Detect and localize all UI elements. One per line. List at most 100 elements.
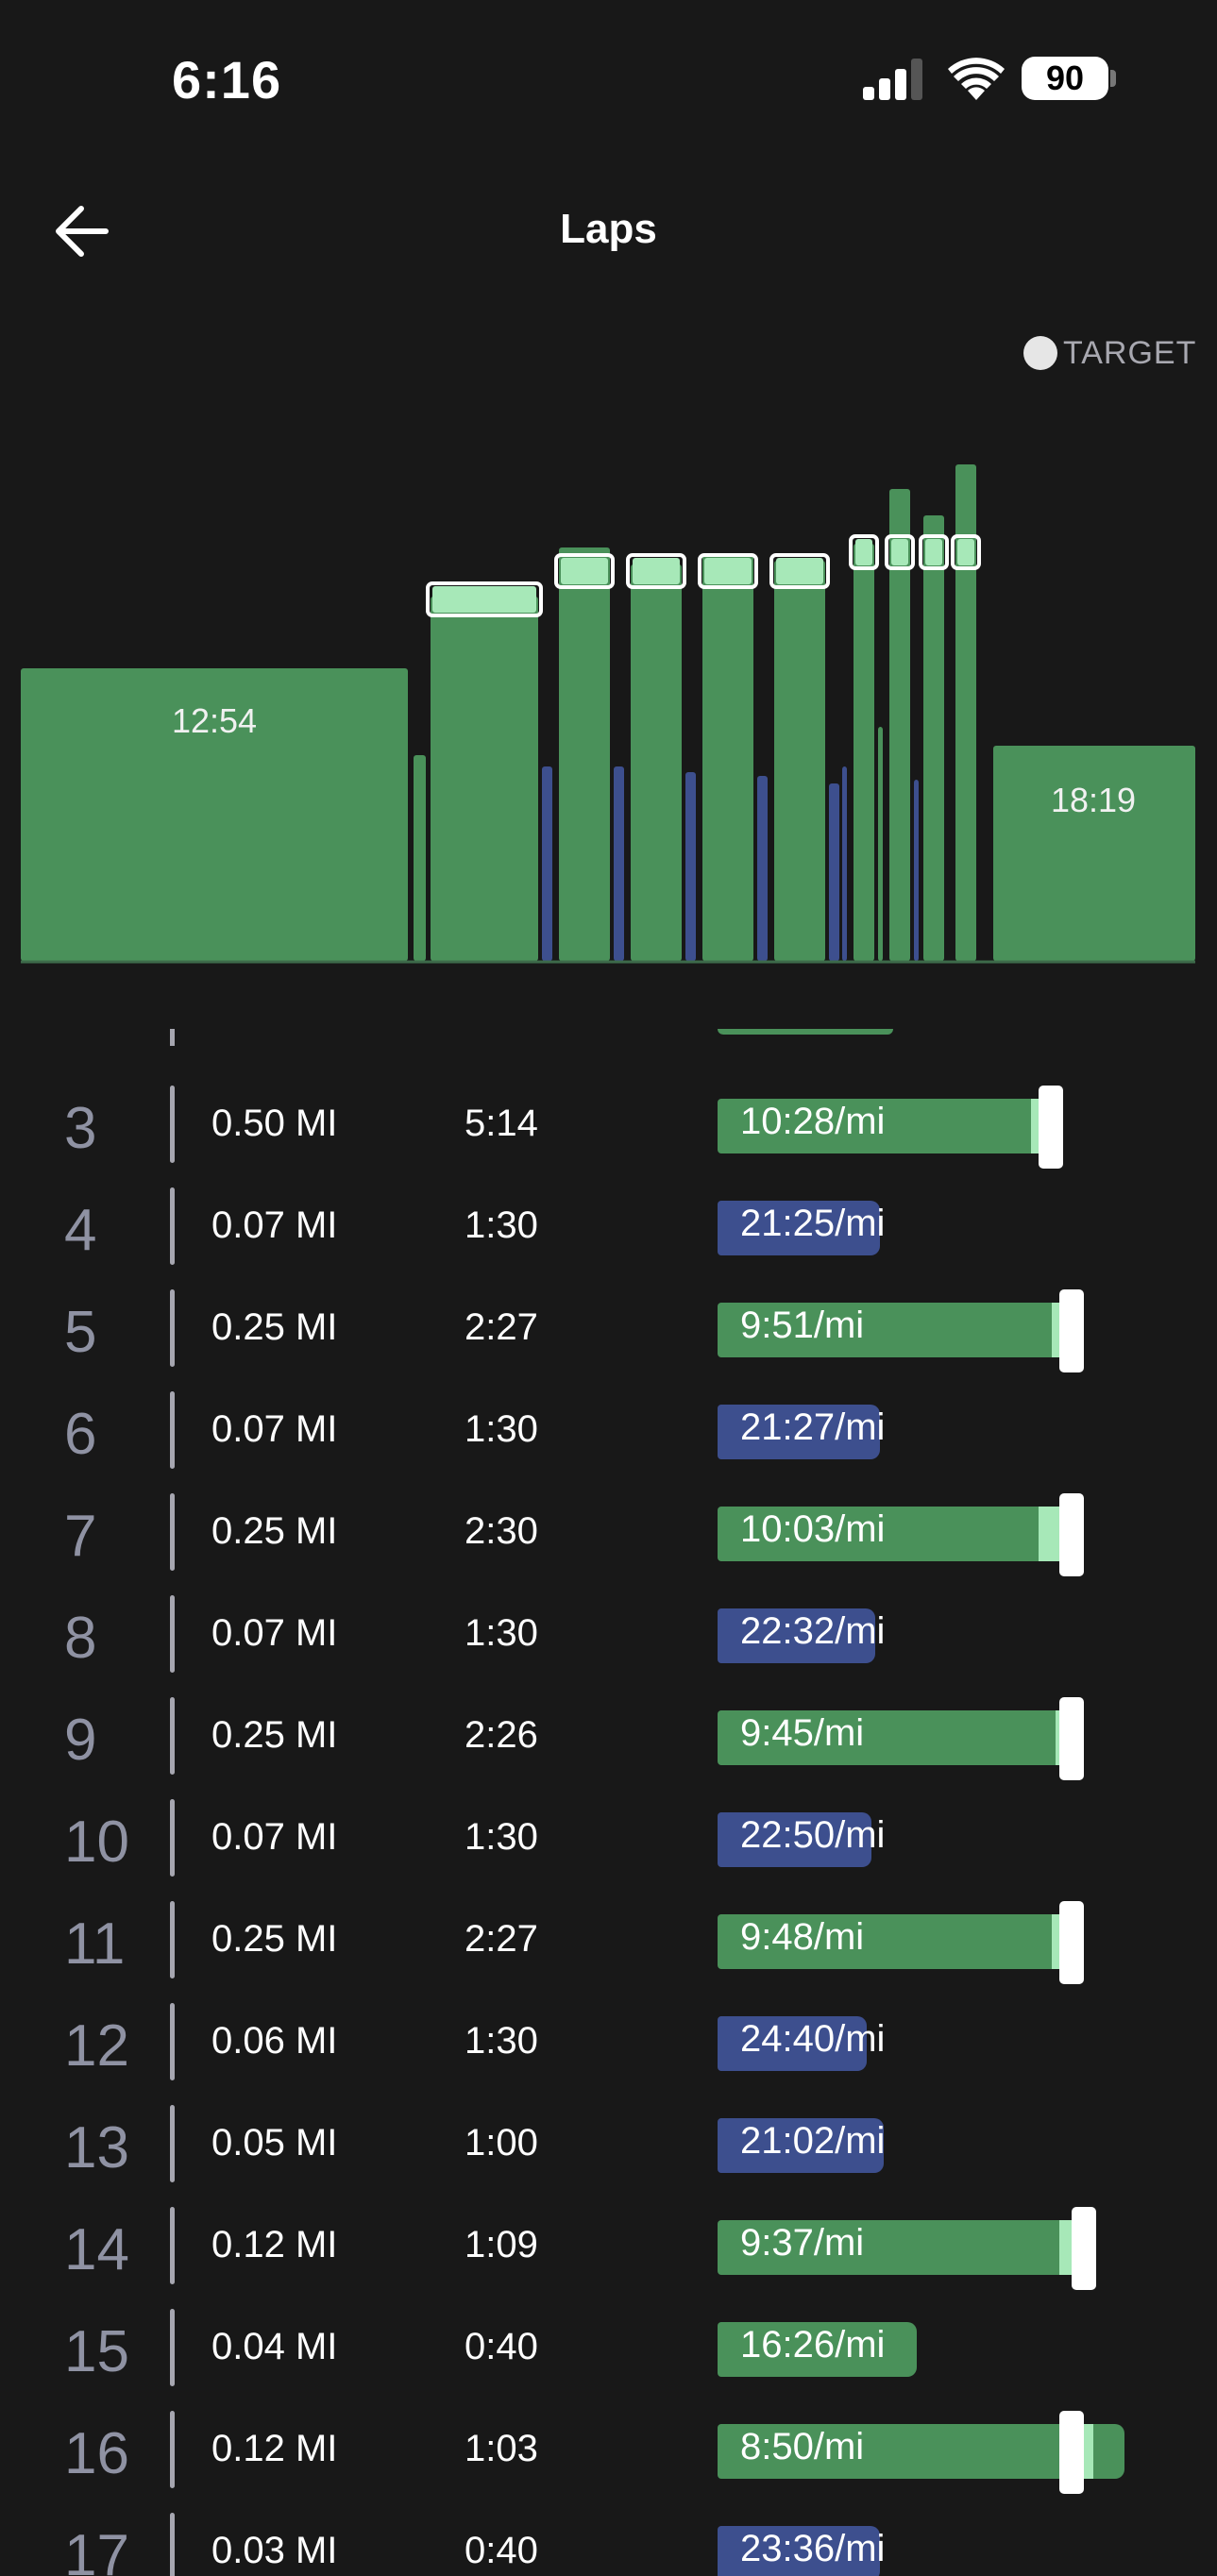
chart-target-marker	[554, 553, 615, 589]
pace-target-marker	[1072, 2207, 1096, 2290]
pace-bar	[718, 2322, 917, 2377]
lap-distance: 0.07 MI	[211, 1204, 338, 1246]
pace-bar	[718, 1812, 871, 1867]
pace-target-marker	[1059, 1493, 1084, 1576]
lap-time: 1:09	[465, 2224, 538, 2265]
lap-time: 1:30	[465, 2020, 538, 2062]
chart-bar	[702, 555, 753, 961]
lap-distance: 0.25 MI	[211, 1306, 338, 1348]
lap-row[interactable]: 10 0.07 MI 1:30 22:50/mi	[0, 1786, 1217, 1888]
lap-number: 16	[64, 2421, 129, 2486]
pace-bar	[718, 2526, 880, 2576]
lap-row[interactable]: 15 0.04 MI 0:40 16:26/mi	[0, 2296, 1217, 2398]
chart-target-band	[891, 539, 908, 565]
lap-number: 6	[64, 1402, 97, 1467]
lap-distance: 0.25 MI	[211, 1510, 338, 1552]
chart-bar	[914, 780, 919, 961]
chart-target-band	[633, 558, 680, 584]
chart-bar	[431, 597, 538, 961]
chart-legend: TARGET	[1023, 334, 1196, 372]
chart-target-marker	[698, 553, 758, 589]
lap-time: 1:00	[465, 2122, 538, 2164]
pace-bar	[718, 2220, 1074, 2275]
lap-row[interactable]: 16 0.12 MI 1:03 8:50/mi	[0, 2398, 1217, 2500]
lap-pace: 16:26/mi	[740, 2324, 886, 2366]
chart-bar	[889, 489, 910, 961]
pace-bar	[718, 1405, 880, 1459]
lap-row[interactable]: 4 0.07 MI 1:30 21:25/mi	[0, 1174, 1217, 1276]
chart-duration-label: 12:54	[172, 701, 257, 740]
chart-target-marker	[885, 534, 915, 570]
pace-bar	[718, 2118, 884, 2173]
lap-number: 12	[64, 2013, 129, 2079]
pace-bar	[718, 1507, 1054, 1561]
lap-row[interactable]: 6 0.07 MI 1:30 21:27/mi	[0, 1378, 1217, 1480]
lap-divider	[170, 1187, 175, 1265]
chart-bar	[631, 564, 682, 961]
lap-row[interactable]: 11 0.25 MI 2:27 9:48/mi	[0, 1888, 1217, 1990]
lap-number: 8	[64, 1606, 97, 1671]
lap-pace: 23:36/mi	[740, 2528, 886, 2569]
lap-pace: 9:48/mi	[740, 1916, 865, 1958]
pace-target-marker	[1059, 2411, 1084, 2494]
lap-divider	[170, 2207, 175, 2284]
lap-divider	[170, 1799, 175, 1877]
lap-row[interactable]: 17 0.03 MI 0:40 23:36/mi	[0, 2500, 1217, 2576]
lap-time: 0:40	[465, 2326, 538, 2367]
chart-target-band	[704, 558, 752, 584]
chart-target-band	[561, 558, 608, 584]
lap-divider	[170, 2411, 175, 2488]
page-title: Laps	[560, 206, 657, 252]
pace-bar	[718, 2424, 1124, 2479]
battery-indicator: 90	[1022, 57, 1108, 100]
lap-divider	[170, 1029, 175, 1046]
lap-time: 0:40	[465, 2530, 538, 2571]
pace-bar	[718, 2016, 867, 2071]
lap-distance: 0.06 MI	[211, 2020, 338, 2062]
lap-divider	[170, 2003, 175, 2080]
chart-target-band	[957, 539, 974, 565]
lap-time: 2:26	[465, 1714, 538, 1756]
lap-row[interactable]: 8 0.07 MI 1:30 22:32/mi	[0, 1582, 1217, 1684]
cellular-signal-icon	[863, 59, 922, 100]
pace-target-marker	[1039, 1086, 1063, 1169]
lap-row[interactable]: 5 0.25 MI 2:27 9:51/mi	[0, 1276, 1217, 1378]
lap-distance: 0.07 MI	[211, 1612, 338, 1654]
chart-target-marker	[626, 553, 686, 589]
lap-divider	[170, 1289, 175, 1367]
back-arrow-icon[interactable]	[49, 200, 121, 262]
lap-distance: 0.07 MI	[211, 1408, 338, 1450]
chart-target-marker	[849, 534, 879, 570]
lap-distance: 0.12 MI	[211, 2428, 338, 2469]
chart-bar	[542, 766, 552, 961]
lap-row[interactable]: 3 0.50 MI 5:14 10:28/mi	[0, 1072, 1217, 1174]
lap-distance: 0.04 MI	[211, 2326, 338, 2367]
lap-row[interactable]: 7 0.25 MI 2:30 10:03/mi	[0, 1480, 1217, 1582]
partial-previous-row	[0, 1029, 1217, 1046]
lap-distance: 0.07 MI	[211, 1816, 338, 1858]
lap-time: 1:30	[465, 1816, 538, 1858]
lap-row[interactable]: 13 0.05 MI 1:00 21:02/mi	[0, 2092, 1217, 2194]
chart-target-band	[925, 539, 942, 565]
lap-row[interactable]: 12 0.06 MI 1:30 24:40/mi	[0, 1990, 1217, 2092]
chart-bar	[993, 746, 1195, 961]
lap-divider	[170, 1391, 175, 1469]
pace-target-marker	[1059, 1901, 1084, 1984]
pace-bar	[718, 1099, 1046, 1153]
lap-row[interactable]: 9 0.25 MI 2:26 9:45/mi	[0, 1684, 1217, 1786]
lap-pace: 9:45/mi	[740, 1712, 865, 1754]
lap-number: 13	[64, 2115, 129, 2180]
lap-time: 1:30	[465, 1612, 538, 1654]
chart-target-marker	[951, 534, 981, 570]
chart-bar	[685, 772, 696, 961]
pace-bar	[718, 1029, 893, 1035]
lap-pace: 21:25/mi	[740, 1203, 886, 1244]
nav-header: Laps	[0, 179, 1217, 283]
lap-row[interactable]: 14 0.12 MI 1:09 9:37/mi	[0, 2194, 1217, 2296]
pace-bar	[718, 1710, 1071, 1765]
chart-bar	[842, 766, 847, 961]
lap-number: 14	[64, 2217, 129, 2282]
lap-time: 2:30	[465, 1510, 538, 1552]
chart-target-band	[855, 539, 872, 565]
lap-divider	[170, 2309, 175, 2386]
